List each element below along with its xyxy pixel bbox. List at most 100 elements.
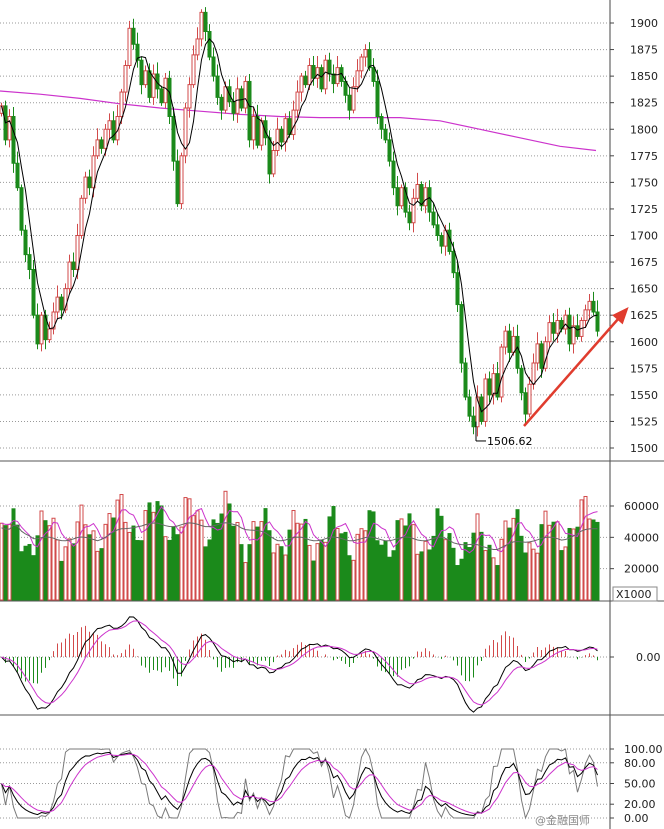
candle (347, 87, 352, 120)
candle-body (71, 261, 76, 270)
candle-body (123, 65, 128, 93)
candle-body (563, 314, 568, 330)
candle (159, 85, 164, 106)
candle-body (147, 70, 152, 98)
candle (571, 316, 576, 354)
candle-body (511, 335, 516, 353)
volume-bar (511, 517, 516, 601)
volume-bar (447, 533, 452, 601)
candle-body (395, 187, 400, 207)
candle (475, 385, 480, 437)
y-tick-label: 1625 (630, 309, 658, 322)
candle (275, 117, 280, 156)
volume-bar (495, 565, 500, 601)
candle (255, 104, 260, 149)
candle-body (431, 211, 436, 226)
candle (35, 303, 40, 350)
volume-bar (231, 525, 236, 601)
candle-body (215, 75, 220, 98)
volume-bar (483, 550, 488, 601)
candle-body (455, 272, 460, 306)
volume-bar (43, 520, 48, 601)
volume-bar (247, 544, 252, 601)
candle-body (371, 67, 376, 82)
candle-body (471, 415, 476, 428)
candle (303, 70, 308, 88)
y-tick-label: 1500 (630, 442, 658, 455)
candle (207, 24, 212, 61)
candle (111, 111, 116, 144)
candle-body (219, 96, 224, 111)
volume-bar (159, 505, 164, 601)
candle (323, 54, 328, 95)
trend-arrow-line (523, 309, 627, 427)
volume-bar (419, 551, 424, 601)
candle-body (475, 396, 480, 428)
candle-body (451, 250, 456, 274)
candle-body (99, 139, 104, 149)
candle (187, 77, 192, 118)
candle (0, 102, 4, 117)
candle (291, 100, 296, 140)
volume-bar (503, 520, 508, 601)
volume-bar (83, 524, 88, 601)
candle-body (279, 128, 284, 143)
candle (203, 7, 208, 42)
candle (307, 58, 312, 90)
volume-bar (363, 530, 368, 601)
volume-bar (243, 562, 248, 601)
volume-bar (199, 519, 204, 601)
candle (271, 140, 276, 178)
volume-bar (455, 565, 460, 601)
candle-body (295, 91, 300, 111)
candle (107, 113, 112, 139)
kdj-j-line (1, 747, 598, 820)
volume-bar (91, 530, 96, 601)
volume-bar (475, 513, 480, 601)
y-tick-label: 1825 (630, 97, 658, 110)
volume-bar (299, 523, 304, 601)
volume-bar (163, 536, 168, 601)
volume-bar (331, 505, 336, 601)
candle (527, 376, 532, 418)
candle (51, 302, 56, 335)
candle (415, 172, 420, 202)
candle-body (87, 176, 92, 189)
candle-body (163, 77, 168, 104)
candle-body (491, 373, 496, 396)
candle (583, 304, 588, 328)
candle-body (271, 150, 276, 175)
volume-bar (531, 548, 536, 601)
candle (311, 55, 316, 86)
candle (23, 224, 28, 263)
volume-bar (215, 522, 220, 601)
volume-bar (539, 524, 544, 601)
volume-bar (39, 510, 44, 601)
candle (519, 365, 524, 401)
candle (179, 152, 184, 209)
candle (123, 60, 128, 102)
candle (379, 113, 384, 139)
kdj-tick-label: 100.00 (624, 743, 663, 756)
volume-bar (251, 521, 256, 601)
candle-body (31, 269, 36, 316)
candle (575, 314, 580, 340)
short-moving-average-line (1, 38, 598, 413)
volume-bar (283, 554, 288, 601)
candle-body (587, 300, 592, 311)
volume-bar (295, 522, 300, 601)
candle (115, 104, 120, 146)
volume-bar (567, 527, 572, 601)
volume-bar (543, 510, 548, 601)
volume-bar (143, 510, 148, 601)
candle-body (91, 155, 96, 189)
volume-tick-label: 20000 (624, 563, 659, 576)
candle (199, 9, 204, 47)
candle-body (59, 296, 64, 311)
candle (75, 223, 80, 280)
y-tick-label: 1675 (630, 256, 658, 269)
volume-bar (267, 530, 272, 601)
candle (99, 136, 104, 154)
volume-bar (147, 502, 152, 601)
volume-bar (587, 518, 592, 601)
